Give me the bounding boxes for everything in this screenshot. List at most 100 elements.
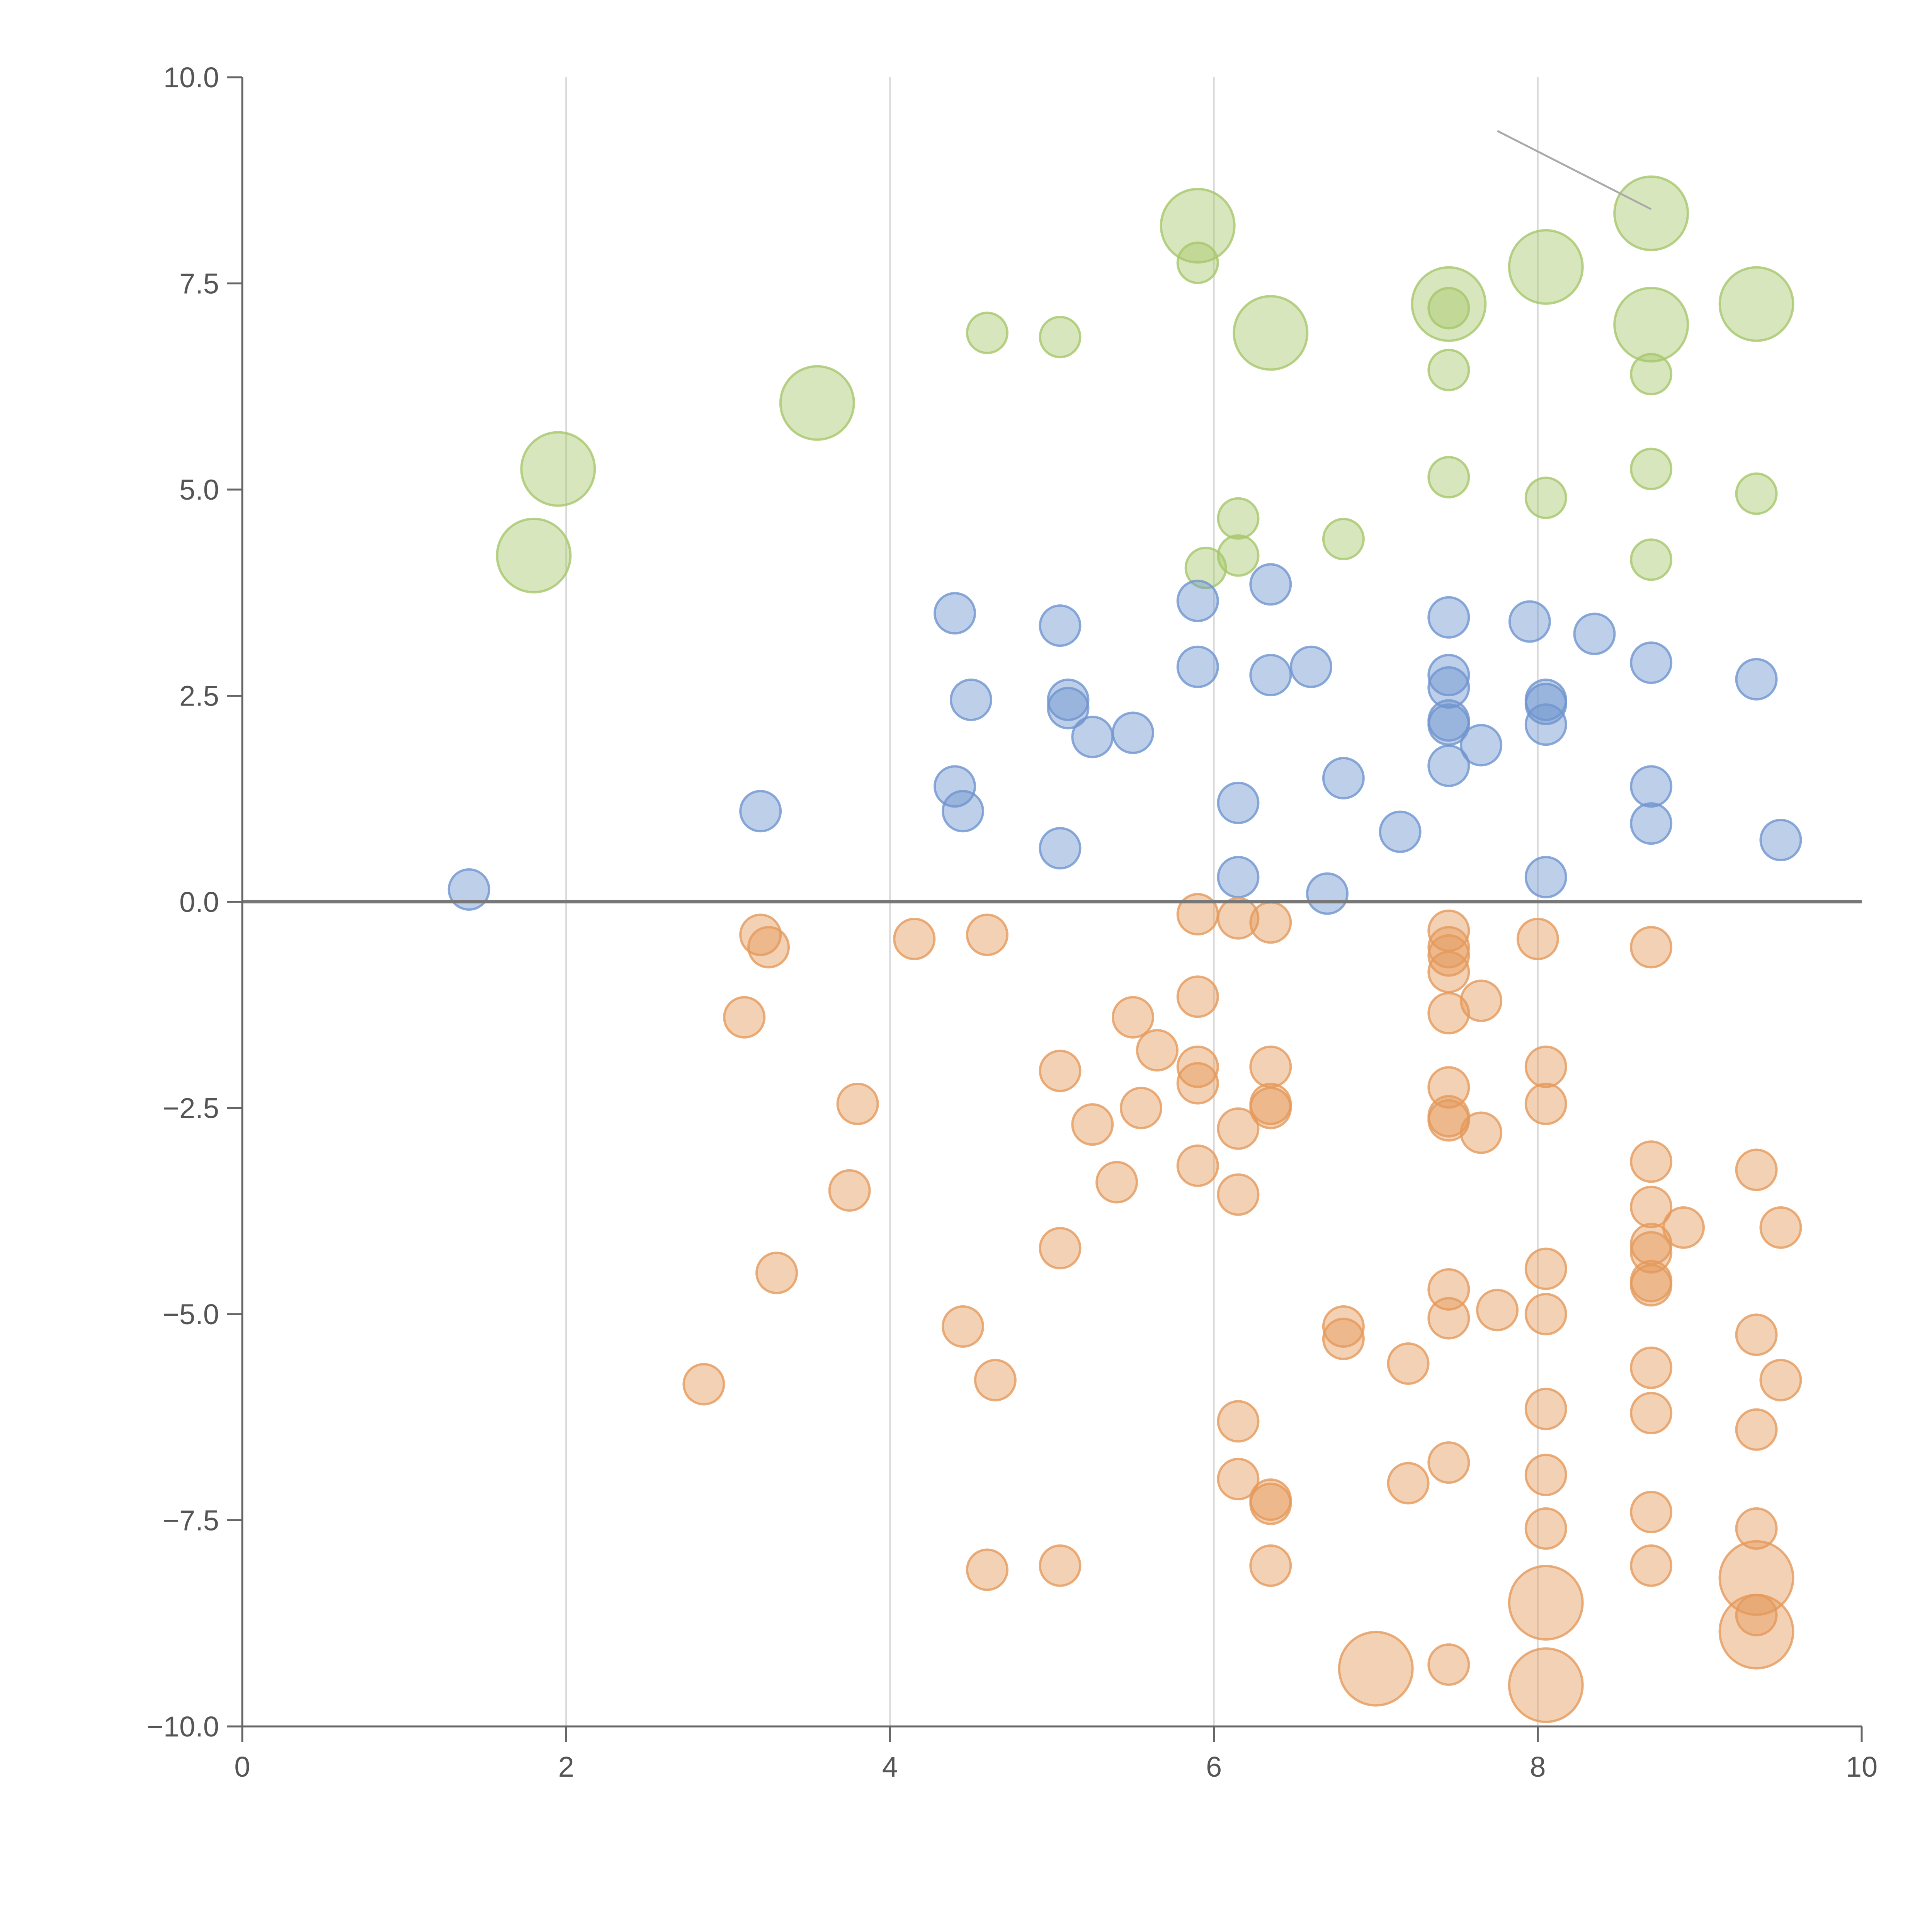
- blue-point: [1249, 563, 1292, 606]
- blue-point: [1630, 802, 1673, 845]
- orange-point: [1476, 1289, 1519, 1332]
- orange-point: [1112, 996, 1155, 1039]
- orange-point: [1217, 1107, 1260, 1150]
- orange-point: [1735, 1148, 1778, 1191]
- orange-point: [1217, 1173, 1260, 1216]
- y-tick-label: 7.5: [179, 268, 219, 300]
- blue-point: [1427, 666, 1470, 709]
- orange-point: [1176, 1144, 1219, 1187]
- orange-point: [682, 1363, 725, 1406]
- blue-point: [1630, 641, 1673, 684]
- orange-point: [1524, 1045, 1567, 1088]
- green-point: [1427, 349, 1470, 391]
- green-point: [1176, 242, 1219, 284]
- y-tick-label: −10.0: [147, 1711, 219, 1743]
- blue-point: [1047, 687, 1090, 730]
- green-point: [1630, 447, 1673, 490]
- blue-point: [1176, 645, 1219, 688]
- blue-point: [1427, 744, 1470, 787]
- green-point: [1233, 295, 1309, 371]
- orange-point: [1427, 1643, 1470, 1686]
- orange-point: [1427, 1066, 1470, 1109]
- orange-point: [1630, 1392, 1673, 1435]
- orange-point: [1630, 926, 1673, 969]
- blue-point: [1112, 711, 1155, 754]
- orange-point: [723, 996, 766, 1039]
- orange-point: [747, 926, 790, 969]
- orange-point: [1524, 1507, 1567, 1550]
- orange-point: [836, 1082, 879, 1125]
- orange-point: [1516, 918, 1559, 961]
- orange-point: [1095, 1161, 1138, 1204]
- orange-point: [828, 1169, 871, 1212]
- blue-point: [1176, 580, 1219, 622]
- orange-point: [1524, 1082, 1567, 1125]
- orange-point: [1427, 1268, 1470, 1311]
- orange-point: [1427, 951, 1470, 993]
- y-tick-label: 2.5: [179, 680, 219, 712]
- blue-point: [1460, 724, 1503, 767]
- orange-point: [1039, 1544, 1082, 1587]
- blue-point: [1249, 654, 1292, 697]
- orange-point: [966, 913, 1009, 956]
- blue-point: [1759, 818, 1802, 861]
- orange-point: [1039, 1049, 1082, 1092]
- green-point: [1217, 534, 1260, 577]
- blue-point: [934, 592, 976, 635]
- blue-point: [1217, 781, 1260, 824]
- orange-point: [1508, 1647, 1584, 1723]
- green-point: [1217, 497, 1260, 540]
- green-point: [1613, 287, 1689, 363]
- orange-point: [941, 1305, 984, 1348]
- orange-point: [1387, 1342, 1430, 1385]
- x-tick-label: 0: [234, 1751, 250, 1783]
- blue-point: [949, 679, 992, 721]
- orange-point: [1176, 975, 1219, 1018]
- annotations: [1497, 130, 1652, 210]
- orange-point: [1322, 1318, 1365, 1361]
- orange-point: [1387, 1462, 1430, 1505]
- orange-point: [1718, 1594, 1794, 1670]
- orange-point: [1524, 1388, 1567, 1430]
- orange-point: [755, 1252, 798, 1294]
- orange-point: [1071, 1103, 1114, 1146]
- axes: 0 2 4 6 8 10 −10.0 −7.5 −5.0 −2.5 0.0 2.5 5.0 7.5 10.0: [147, 61, 1878, 1783]
- blue-point: [1039, 827, 1082, 870]
- orange-point: [1735, 1507, 1778, 1550]
- blue-point: [941, 790, 984, 833]
- green-point: [1427, 287, 1470, 330]
- orange-point: [1427, 934, 1470, 977]
- orange-point: [893, 918, 936, 961]
- blue-point: [934, 765, 976, 808]
- orange-point: [1176, 893, 1219, 936]
- orange-point: [1249, 1087, 1292, 1129]
- orange-point: [1630, 1544, 1673, 1587]
- blue-point: [1322, 757, 1365, 799]
- x-tick-label: 8: [1530, 1751, 1546, 1783]
- blue-point: [1524, 703, 1567, 746]
- green-point: [1735, 472, 1778, 515]
- y-tick-label: −2.5: [163, 1092, 219, 1124]
- orange-point: [1176, 1062, 1219, 1105]
- green-point: [1160, 188, 1236, 264]
- orange-point: [1427, 1441, 1470, 1484]
- orange-point: [1718, 1540, 1794, 1616]
- data-points: [447, 175, 1802, 1723]
- blue-point: [1735, 658, 1778, 701]
- orange-point: [1427, 1099, 1470, 1142]
- orange-point: [1322, 1305, 1365, 1348]
- orange-point: [1759, 1206, 1802, 1249]
- orange-point: [1759, 1359, 1802, 1401]
- y-tick-label: −5.0: [163, 1298, 219, 1330]
- blue-point: [1630, 765, 1673, 808]
- orange-point: [1630, 1140, 1673, 1183]
- orange-point: [1427, 1297, 1470, 1340]
- orange-point: [1662, 1206, 1705, 1249]
- y-tick-label: −7.5: [163, 1505, 219, 1537]
- orange-point: [1338, 1631, 1414, 1707]
- blue-point: [1573, 612, 1616, 655]
- blue-point: [1508, 600, 1551, 643]
- green-point: [1508, 229, 1584, 305]
- orange-point: [1524, 1247, 1567, 1290]
